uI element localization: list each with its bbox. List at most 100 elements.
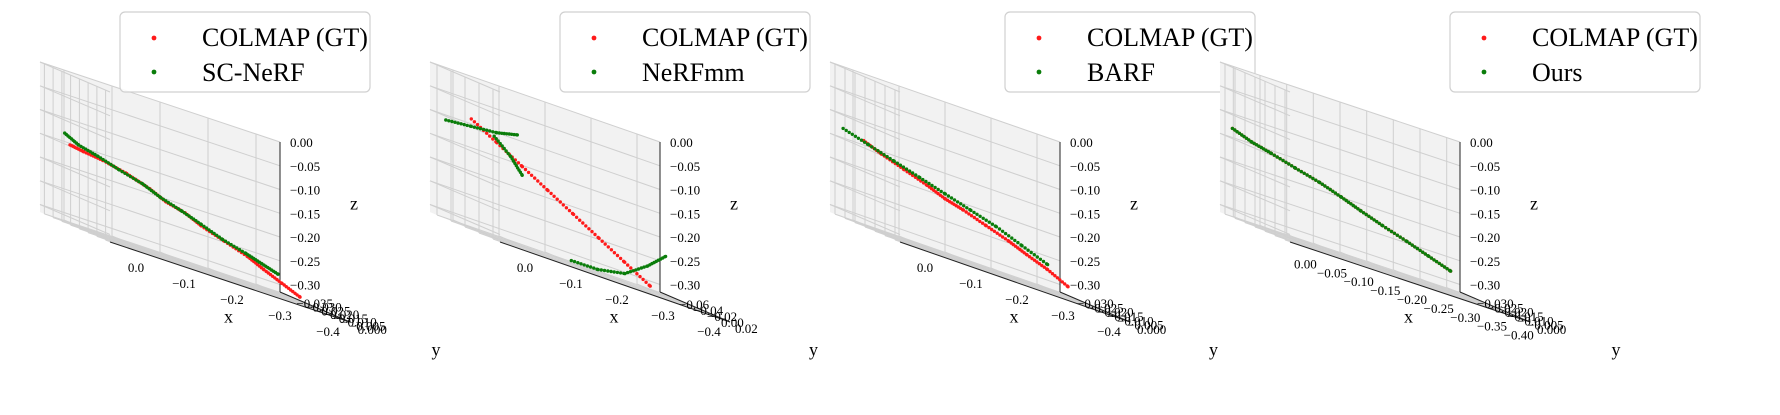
y-tick-label: −0.015 (331, 311, 368, 326)
data-point (106, 161, 110, 165)
legend-marker-gt (1036, 35, 1042, 41)
data-point (226, 241, 230, 245)
data-point (636, 267, 641, 271)
data-point (987, 225, 991, 230)
y-grid-floor (44, 213, 285, 295)
data-point (1296, 168, 1301, 172)
z-tick-label: −0.30 (290, 278, 320, 293)
y-grid-floor (1254, 226, 1496, 308)
z-grid-side (39, 61, 111, 93)
data-point (1392, 231, 1397, 235)
data-point (898, 163, 903, 167)
data-point (1287, 162, 1291, 166)
data-point (859, 138, 864, 142)
data-point (515, 133, 519, 137)
z-tick-label: 0.00 (290, 135, 313, 150)
data-point (546, 188, 550, 193)
x-tick-label: −0.3 (651, 308, 675, 323)
z-grid-side (1219, 156, 1291, 188)
legend-marker-gt (591, 35, 597, 41)
y-grid-floor (1274, 235, 1516, 317)
z-grid-back (39, 109, 281, 190)
data-point (101, 157, 105, 162)
y-tick-label: −0.035 (296, 296, 333, 311)
data-point (638, 274, 642, 279)
data-point (867, 143, 871, 147)
y-axis-line (1459, 291, 1531, 323)
data-point (1415, 246, 1420, 251)
data-point (1325, 186, 1330, 190)
data-point (117, 168, 122, 172)
data-point (1314, 178, 1318, 182)
data-point (533, 176, 537, 180)
z-axis-label: z (350, 194, 358, 214)
data-point (166, 200, 170, 205)
z-tick-label: −0.15 (1070, 206, 1100, 221)
data-point (927, 181, 931, 186)
data-point (972, 210, 976, 215)
data-point (123, 171, 127, 175)
data-point (1377, 221, 1382, 226)
data-point (895, 161, 899, 165)
data-point (1448, 269, 1453, 273)
data-point (1035, 255, 1040, 259)
z-grid-back (1219, 61, 1461, 143)
data-point (972, 215, 977, 220)
data-point (555, 197, 559, 201)
z-grid-side (429, 132, 501, 164)
y-tick-label: −0.06 (679, 297, 710, 312)
data-point (485, 131, 489, 135)
data-point (588, 265, 593, 269)
data-point (159, 195, 163, 200)
data-point (998, 233, 1002, 237)
data-point (1020, 244, 1024, 248)
data-point (204, 226, 209, 230)
x-tick-label: −0.4 (697, 324, 721, 339)
data-point (1029, 250, 1033, 255)
data-point (539, 182, 543, 186)
z-tick-label: −0.20 (1070, 230, 1100, 245)
data-point (1013, 238, 1017, 243)
data-point (663, 254, 668, 259)
y-axis-line (659, 291, 731, 323)
data-point (1035, 260, 1039, 264)
legend-box (1004, 11, 1256, 93)
data-point (184, 212, 189, 217)
data-point (959, 202, 963, 206)
chart-panel-3: 0.0−0.1−0.2−0.3−0.4 0.000−0.005−0.010−0.0… (829, 11, 1256, 360)
data-point (500, 144, 504, 148)
data-point (1429, 256, 1434, 260)
x-tick-label: −0.20 (1397, 292, 1427, 307)
data-point (990, 227, 994, 232)
data-point (1023, 246, 1027, 250)
y-tick-label: −0.005 (1527, 318, 1564, 333)
data-point (202, 224, 206, 228)
data-point (1066, 285, 1070, 289)
legend-marker-method (591, 69, 597, 75)
data-point (596, 267, 600, 272)
data-point (600, 239, 604, 243)
data-point (1386, 227, 1391, 232)
z-grid-side (429, 85, 501, 117)
data-point (488, 129, 492, 133)
data-point (207, 228, 211, 232)
y-tick-label: −0.030 (305, 300, 342, 315)
z-grid-side (39, 180, 111, 212)
data-point (572, 259, 577, 264)
data-point (509, 132, 514, 136)
z-grid-back (429, 180, 661, 262)
data-point (472, 120, 477, 124)
data-point (1333, 191, 1338, 195)
data-point (634, 268, 638, 272)
data-point (469, 117, 473, 121)
data-point (850, 132, 854, 136)
z-grid-back (829, 180, 1061, 262)
x-tick-label: −0.30 (1450, 310, 1480, 325)
z-grid-back (829, 85, 1061, 167)
side-pane (40, 62, 110, 242)
data-point (582, 263, 586, 267)
z-grid-back (429, 156, 661, 238)
data-point (229, 242, 233, 247)
data-point (844, 128, 848, 133)
